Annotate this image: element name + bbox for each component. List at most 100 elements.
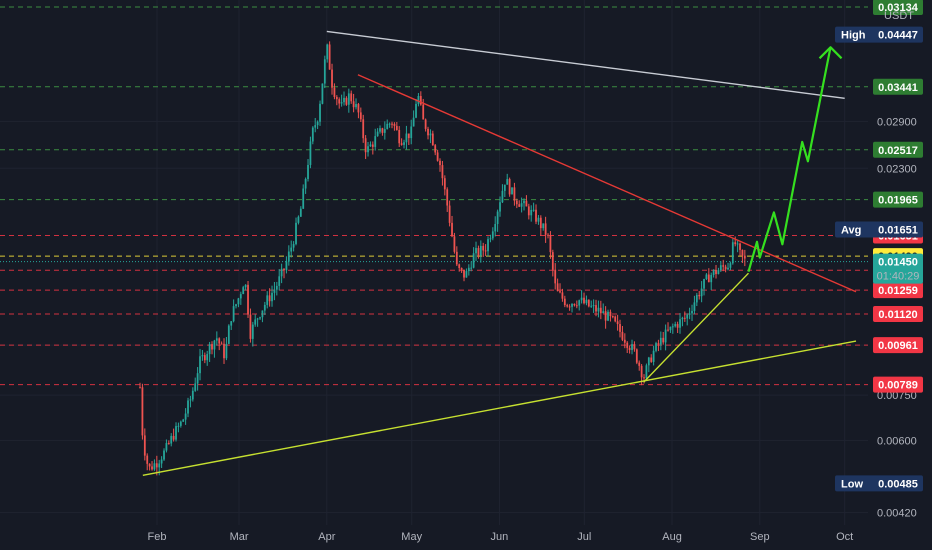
candle-body <box>311 127 314 142</box>
candle-body <box>568 306 571 308</box>
candle-body <box>556 283 559 292</box>
candle-body <box>679 319 681 328</box>
x-axis[interactable]: Feb Mar Apr May Jun Jul Aug Sep Oct <box>148 531 854 543</box>
candlestick-series <box>139 41 746 476</box>
candle-body <box>700 288 703 297</box>
candle-body <box>688 313 691 315</box>
candle-body <box>643 377 645 379</box>
level-label-box <box>873 0 923 16</box>
candle-body <box>227 325 230 344</box>
stat-label-name: Low <box>841 478 863 490</box>
current-price-box <box>873 253 923 284</box>
x-tick-label: Sep <box>750 531 770 543</box>
candle-body <box>508 179 511 195</box>
candle-body <box>715 269 717 275</box>
level-label: 0.00961 <box>878 340 918 352</box>
candle-body <box>412 117 415 127</box>
candle-body <box>551 252 554 270</box>
candle-body <box>199 356 201 374</box>
candle-body <box>657 343 660 345</box>
candle-body <box>650 357 653 362</box>
candle-body <box>218 338 221 344</box>
stat-label-value: 0.04447 <box>878 30 918 42</box>
candle-body <box>158 463 161 468</box>
candle-body <box>662 337 665 343</box>
candle-body <box>393 123 396 126</box>
candle-body <box>496 211 499 225</box>
candle-body <box>518 204 521 207</box>
current-price-value: 0.01450 <box>878 257 918 269</box>
current-price-countdown: 01:40:29 <box>877 271 920 283</box>
candle-body <box>299 208 302 217</box>
candle-body <box>619 324 621 332</box>
candle-body <box>242 287 245 295</box>
price-labels: 0.03134 0.03441 0.02517 0.01965 0.01651 0.014… <box>835 0 923 492</box>
candle-body <box>527 206 530 216</box>
candle-body <box>309 141 312 165</box>
candle-body <box>220 343 223 345</box>
candle-body <box>417 96 420 104</box>
candle-body <box>410 126 413 139</box>
trend-lines <box>142 30 857 476</box>
candle-body <box>537 217 540 222</box>
candle-body <box>628 347 631 351</box>
candle-body <box>436 152 439 161</box>
candle-body <box>292 244 295 248</box>
candle-body <box>623 339 626 343</box>
candle-body <box>427 128 429 136</box>
candle-body <box>196 373 199 384</box>
candle-body <box>592 305 595 307</box>
candle-body <box>153 463 156 470</box>
candle-body <box>451 222 453 237</box>
stat-label-box <box>835 26 923 43</box>
candle-body <box>633 344 636 350</box>
candle-body <box>287 251 290 262</box>
candle-body <box>244 284 247 288</box>
y-tick-label: 0.02300 <box>877 163 917 175</box>
candle-body <box>597 307 600 312</box>
candle-body <box>465 271 468 278</box>
stat-label-value: 0.00485 <box>878 478 918 490</box>
candle-body <box>381 128 384 133</box>
level-label: 0.03441 <box>878 82 918 94</box>
candle-body <box>724 266 727 270</box>
level-label-box <box>873 337 923 354</box>
candle-body <box>616 321 619 325</box>
candle-body <box>717 270 720 275</box>
candle-body <box>237 298 240 305</box>
candle-body <box>388 123 391 125</box>
candle-body <box>172 435 175 440</box>
candle-body <box>146 455 149 464</box>
level-label-box <box>873 305 923 322</box>
candle-body <box>352 101 355 108</box>
candle-body <box>273 289 276 293</box>
candle-body <box>647 357 650 366</box>
candle-body <box>328 44 331 70</box>
candle-body <box>391 123 393 125</box>
candle-body <box>671 326 674 328</box>
candle-body <box>674 324 677 327</box>
candle-body <box>590 305 593 307</box>
candle-body <box>614 316 617 322</box>
level-label: 0.00789 <box>878 380 918 392</box>
candle-body <box>655 343 657 351</box>
candle-body <box>165 443 168 451</box>
candle-body <box>681 317 684 320</box>
candle-body <box>338 99 341 104</box>
candle-body <box>304 178 307 189</box>
candle-body <box>525 200 528 207</box>
candle-body <box>467 267 470 272</box>
x-tick-label: Jul <box>577 531 591 543</box>
candle-body <box>482 245 485 251</box>
candle-body <box>455 251 458 265</box>
candle-body <box>667 329 669 331</box>
candle-body <box>398 129 401 144</box>
trendline <box>326 30 845 99</box>
candle-body <box>160 459 163 464</box>
candle-body <box>539 217 542 229</box>
level-label: 0.03134 <box>878 2 919 14</box>
candle-body <box>638 362 641 366</box>
candle-body <box>163 450 165 460</box>
candle-body <box>571 303 573 307</box>
